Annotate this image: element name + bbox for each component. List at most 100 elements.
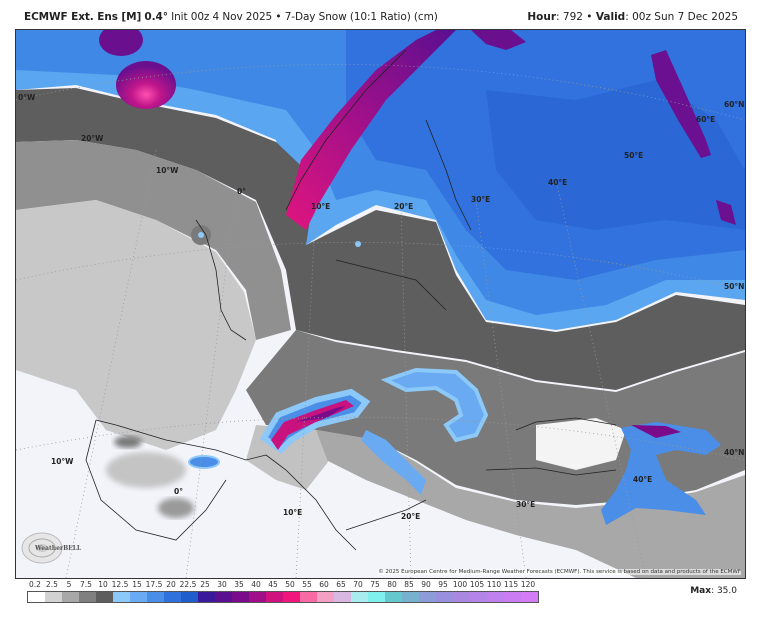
colorbar-swatch: [28, 592, 45, 602]
colorbar-swatch: [419, 592, 436, 602]
legend-tick: 110: [486, 580, 502, 589]
grid-label: 30°E: [471, 195, 491, 204]
grid-label: 60°E: [696, 115, 716, 124]
logo-text: WeatherBELL: [35, 545, 82, 552]
valid-value: : 00z Sun 7 Dec 2025: [625, 11, 738, 23]
colorbar-swatch: [487, 592, 504, 602]
legend-tick: 25: [200, 580, 210, 589]
grid-label: 10°W: [51, 457, 74, 466]
legend-tick: 20: [166, 580, 176, 589]
grid-label: 0°: [237, 187, 246, 196]
legend-tick: 65: [336, 580, 346, 589]
max-value: Max: 35.0: [690, 586, 737, 596]
colorbar-swatch: [334, 592, 351, 602]
colorbar-swatch: [453, 592, 470, 602]
legend-tick: 35: [234, 580, 244, 589]
colorbar-swatch: [96, 592, 113, 602]
separator: •: [586, 11, 593, 23]
legend-tick: 55: [302, 580, 312, 589]
product-name: 7-Day Snow (10:1 Ratio) (cm): [284, 11, 438, 23]
legend-tick: 40: [251, 580, 261, 589]
grid-label: 20°E: [394, 202, 414, 211]
colorbar: [27, 591, 539, 603]
legend-tick: 80: [387, 580, 397, 589]
legend-tick: 12.5: [111, 580, 129, 589]
grid-label: 10°E: [311, 202, 331, 211]
grid-label: 0°W: [18, 93, 36, 102]
copyright-notice: © 2025 European Centre for Medium-Range …: [378, 569, 741, 575]
colorbar-swatch: [402, 592, 419, 602]
colorbar-swatch: [79, 592, 96, 602]
legend-tick: 120: [520, 580, 536, 589]
grid-label: 20°W: [81, 134, 104, 143]
legend-tick: 22.5: [179, 580, 197, 589]
legend-tick: 70: [353, 580, 363, 589]
legend-tick: 90: [421, 580, 431, 589]
hour-label: Hour: [527, 11, 557, 23]
legend-ticks: 0.2 2.5 5 7.5 10 12.5 15 17.5 20 22.5 25…: [27, 580, 539, 590]
legend-tick: 105: [469, 580, 485, 589]
legend-tick: 15: [132, 580, 142, 589]
legend-tick: 45: [268, 580, 278, 589]
legend-tick: 85: [404, 580, 414, 589]
colorbar-swatch: [181, 592, 198, 602]
legend-tick: 2.5: [46, 580, 58, 589]
colorbar-swatch: [351, 592, 368, 602]
colorbar-swatch: [504, 592, 521, 602]
legend-tick: 10: [98, 580, 108, 589]
color-legend: 0.2 2.5 5 7.5 10 12.5 15 17.5 20 22.5 25…: [27, 580, 539, 604]
separator: •: [275, 11, 282, 23]
header: ECMWF Ext. Ens [M] 0.4° Init 00z 4 Nov 2…: [0, 0, 760, 29]
colorbar-swatch: [266, 592, 283, 602]
grid-label: 10°W: [156, 166, 179, 175]
colorbar-swatch: [164, 592, 181, 602]
legend-tick: 7.5: [80, 580, 92, 589]
legend-tick: 60: [319, 580, 329, 589]
snowfall-map: 0°W 20°W 10°W 0° 10°E 20°E 30°E 40°E 50°…: [15, 29, 746, 579]
init-time: Init 00z 4 Nov 2025: [171, 11, 273, 23]
colorbar-swatch: [300, 592, 317, 602]
grid-label: 50°N: [724, 282, 745, 291]
colorbar-swatch: [232, 592, 249, 602]
legend-tick: 17.5: [145, 580, 163, 589]
grid-label: 20°E: [401, 512, 421, 521]
legend-tick: 95: [438, 580, 448, 589]
hour-value: : 792: [556, 11, 583, 23]
max-label: Max: [690, 586, 712, 596]
colorbar-swatch: [368, 592, 385, 602]
colorbar-swatch: [317, 592, 334, 602]
colorbar-swatch: [470, 592, 487, 602]
legend-tick: 100: [452, 580, 468, 589]
legend-tick: 5: [66, 580, 72, 589]
colorbar-swatch: [147, 592, 164, 602]
grid-label: 30°E: [516, 500, 536, 509]
colorbar-swatch: [521, 592, 538, 602]
grid-label: 10°E: [283, 508, 303, 517]
max-number: : 35.0: [711, 586, 737, 596]
legend-tick: 0.2: [29, 580, 41, 589]
colorbar-swatch: [45, 592, 62, 602]
model-resolution: 0.4°: [144, 11, 168, 23]
grid-label: 40°E: [548, 178, 568, 187]
snowfall-shading: [16, 30, 745, 578]
colorbar-swatch: [130, 592, 147, 602]
valid-label: Valid: [595, 11, 626, 23]
colorbar-swatch: [436, 592, 453, 602]
legend-tick: 75: [370, 580, 380, 589]
colorbar-swatch: [249, 592, 266, 602]
grid-label: 0°: [174, 487, 183, 496]
colorbar-swatch: [385, 592, 402, 602]
grid-label: 40°E: [633, 475, 653, 484]
colorbar-swatch: [62, 592, 79, 602]
legend-tick: 115: [503, 580, 519, 589]
swirl-icon: [21, 532, 63, 564]
colorbar-swatch: [113, 592, 130, 602]
colorbar-swatch: [283, 592, 300, 602]
colorbar-swatch: [215, 592, 232, 602]
valid-info: Hour: 792 • Valid: 00z Sun 7 Dec 2025: [527, 11, 738, 23]
grid-label: 50°E: [624, 151, 644, 160]
map-title: ECMWF Ext. Ens [M] 0.4° Init 00z 4 Nov 2…: [24, 11, 438, 23]
legend-tick: 50: [285, 580, 295, 589]
colorbar-swatch: [198, 592, 215, 602]
grid-label: 40°N: [724, 448, 745, 457]
